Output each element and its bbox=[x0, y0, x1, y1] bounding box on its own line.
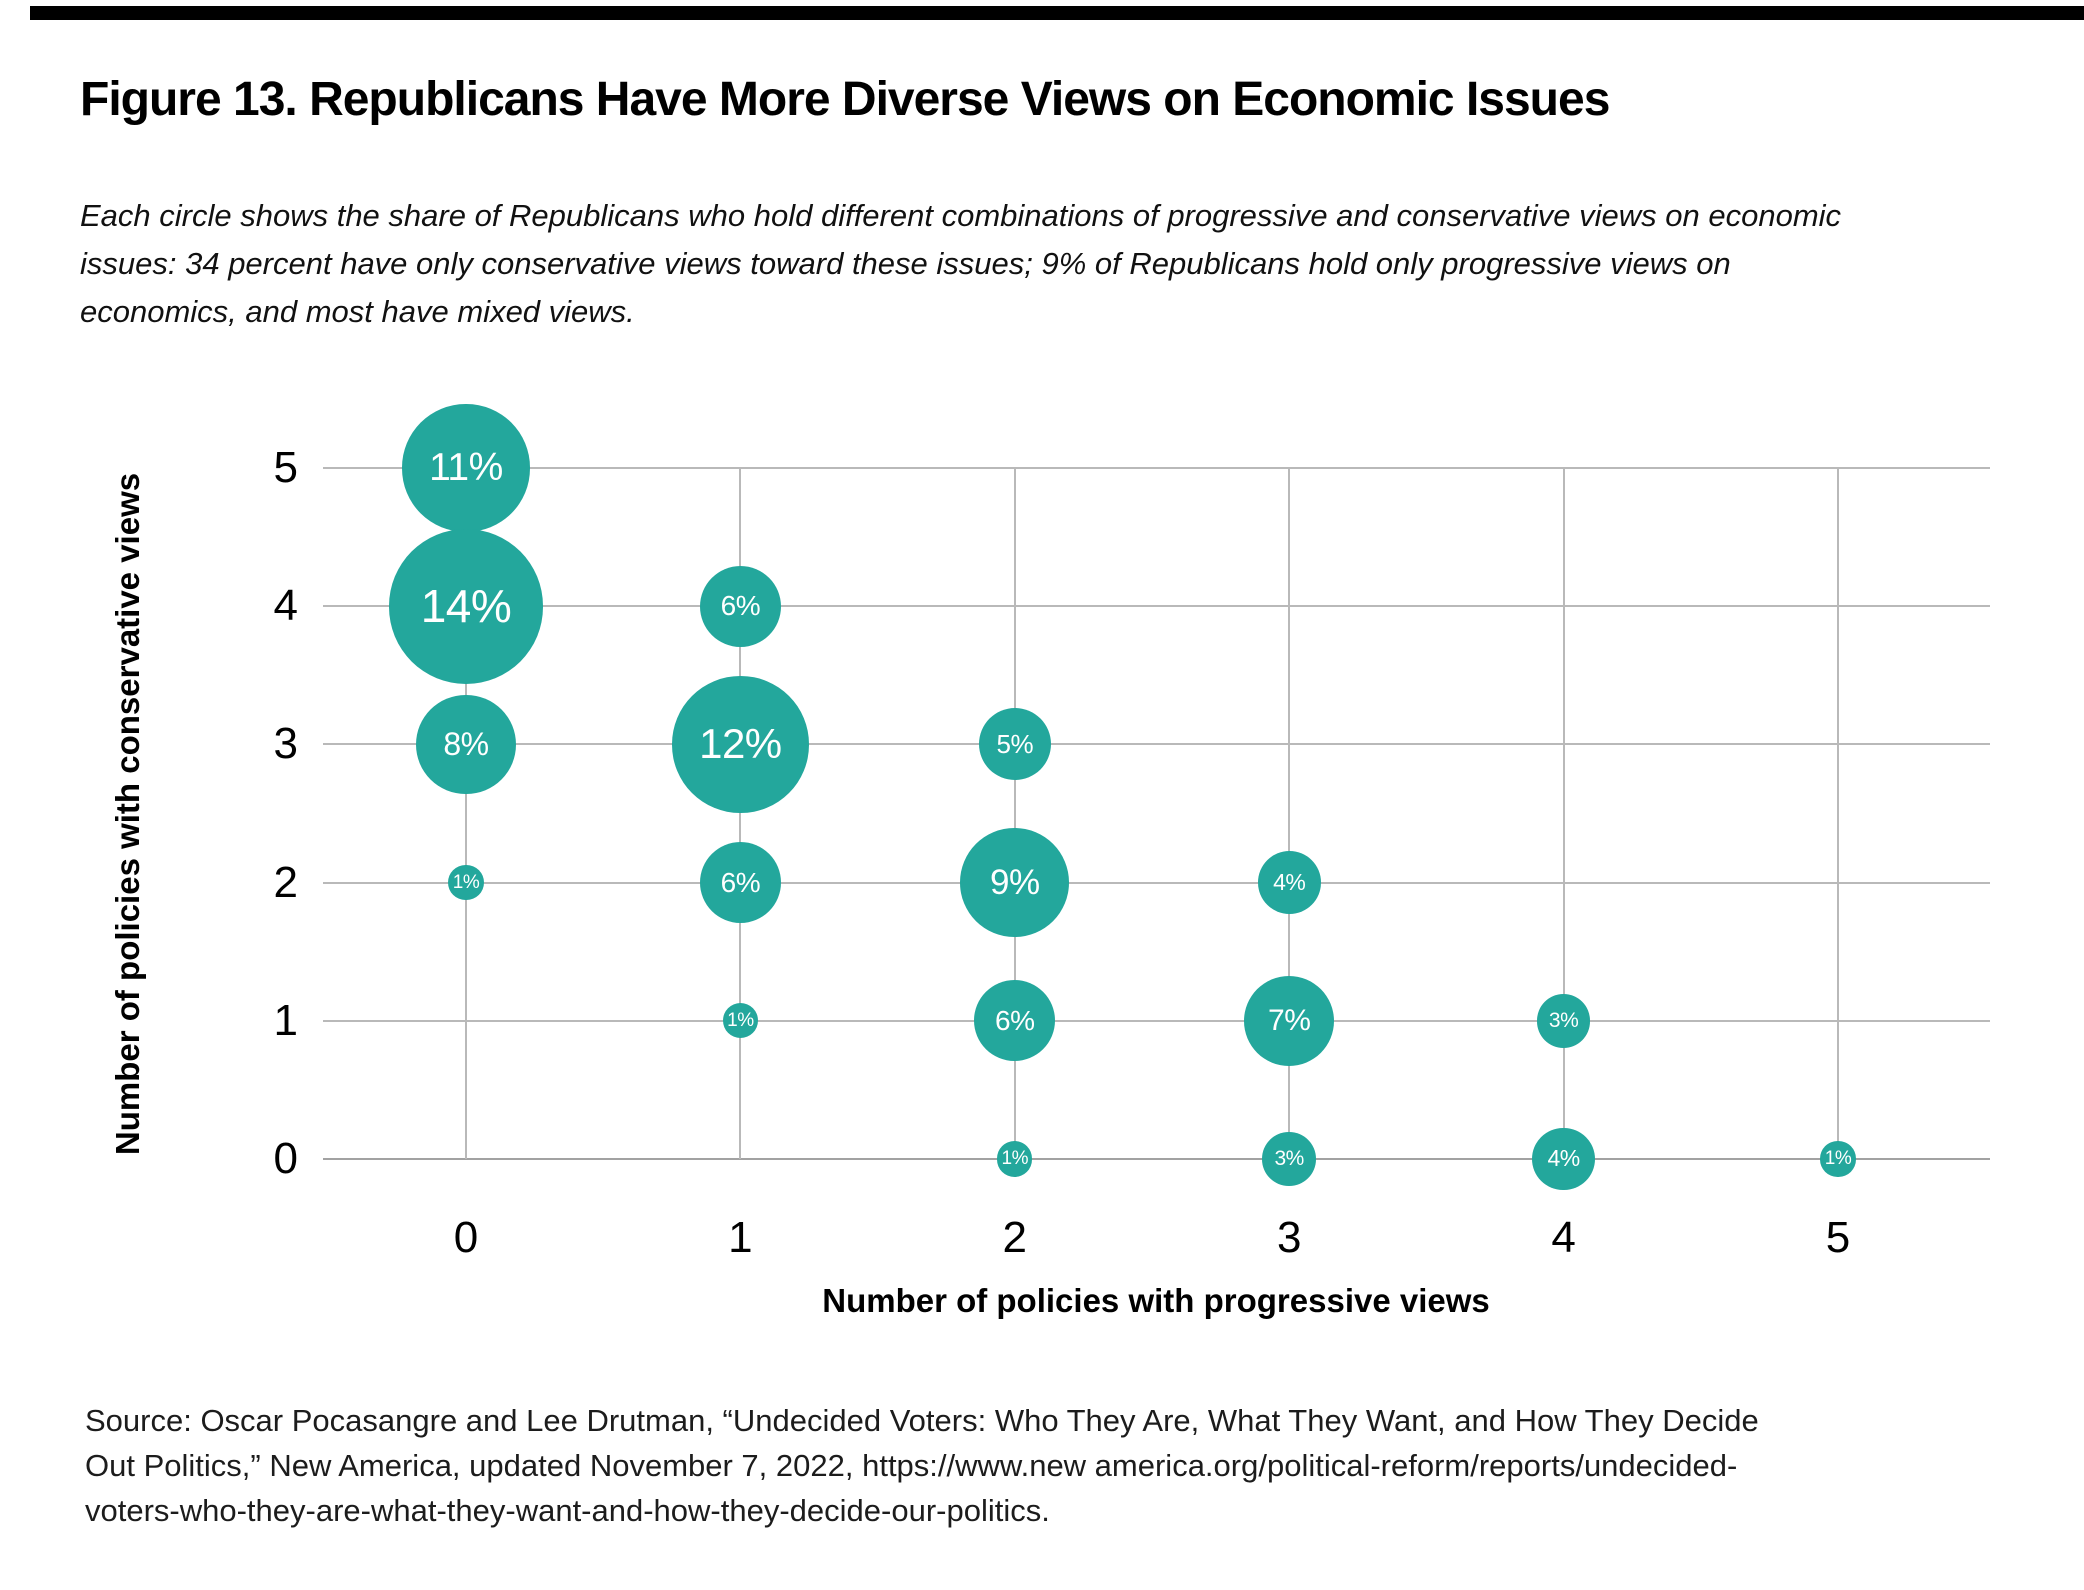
bubble: 7% bbox=[1244, 975, 1335, 1066]
bubble-label: 1% bbox=[727, 1009, 754, 1031]
bubble-label: 3% bbox=[1274, 1146, 1305, 1170]
source-line: voters-who-they-are-what-they-want-and-h… bbox=[85, 1493, 1050, 1528]
v-gridline bbox=[1013, 468, 1016, 1159]
v-gridline bbox=[1837, 468, 1839, 1159]
x-axis-title: Number of policies with progressive view… bbox=[822, 1282, 1490, 1319]
y-tick-label: 3 bbox=[273, 719, 298, 769]
bubble-label: 1% bbox=[1001, 1147, 1029, 1169]
y-tick-label: 5 bbox=[273, 443, 298, 492]
y-tick-label: 0 bbox=[273, 1134, 298, 1183]
bubble-label: 8% bbox=[443, 725, 489, 762]
h-gridline bbox=[323, 1019, 1990, 1022]
subtitle-line: issues: 34 percent have only conservativ… bbox=[80, 246, 1731, 281]
subtitle-line: Each circle shows the share of Republica… bbox=[80, 198, 1842, 233]
v-gridline bbox=[739, 468, 742, 1159]
x-tick-label: 1 bbox=[728, 1213, 753, 1262]
bubble: 5% bbox=[978, 708, 1051, 781]
bubble-label: 11% bbox=[429, 445, 503, 489]
v-gridline bbox=[1288, 468, 1291, 1159]
bubble-label: 14% bbox=[420, 580, 512, 633]
bubble: 1% bbox=[448, 865, 484, 901]
bubble: 1% bbox=[1820, 1141, 1856, 1177]
bubble-label: 3% bbox=[1548, 1008, 1579, 1032]
bubble-label: 6% bbox=[720, 590, 761, 622]
bubble-label: 12% bbox=[699, 720, 782, 768]
bubble-label: 4% bbox=[1273, 869, 1306, 896]
bubble-label: 1% bbox=[452, 871, 480, 893]
bubble: 11% bbox=[402, 404, 530, 532]
bubble: 9% bbox=[960, 828, 1070, 937]
h-gridline bbox=[323, 467, 1990, 469]
x-tick-label: 3 bbox=[1276, 1213, 1302, 1262]
v-gridline bbox=[465, 468, 467, 1159]
y-tick-label: 2 bbox=[273, 857, 298, 907]
figure-title: Figure 13. Republicans Have More Diverse… bbox=[80, 73, 1610, 126]
bubble-label: 9% bbox=[989, 862, 1040, 902]
h-gridline bbox=[323, 605, 1990, 608]
bubble: 6% bbox=[699, 565, 781, 647]
figure-subtitle: Each circle shows the share of Republica… bbox=[80, 192, 2010, 336]
bubble-label: 5% bbox=[996, 728, 1034, 759]
bubble: 3% bbox=[1262, 1132, 1316, 1186]
y-axis-title: Number of policies with conservative vie… bbox=[109, 472, 146, 1156]
x-axis-line bbox=[323, 1158, 1990, 1160]
x-tick-label: 5 bbox=[1825, 1213, 1851, 1262]
bubble: 3% bbox=[1536, 994, 1591, 1048]
bubble: 6% bbox=[699, 842, 781, 924]
h-gridline bbox=[323, 743, 1990, 746]
bubble: 1% bbox=[997, 1141, 1033, 1177]
x-tick-label: 4 bbox=[1551, 1213, 1576, 1262]
source-line: Out Politics,” New America, updated Nove… bbox=[85, 1448, 1738, 1483]
h-gridline bbox=[323, 881, 1990, 884]
top-rule-bar bbox=[30, 6, 2084, 20]
bubble-label: 4% bbox=[1547, 1145, 1580, 1172]
bubble: 6% bbox=[974, 980, 1056, 1062]
bubble: 14% bbox=[388, 528, 544, 684]
bubble-chart: 11% 14% 8% 1% 6% 12% 6% 1% 5% 9% 6% 1% 4% 7% 3% 3% 4% 1% … bbox=[109, 404, 1990, 1319]
bubble-label: 7% bbox=[1268, 1003, 1311, 1037]
bubble-label: 6% bbox=[720, 866, 761, 898]
v-gridline bbox=[1562, 468, 1565, 1159]
bubble: 4% bbox=[1532, 1127, 1595, 1191]
bubble-label: 6% bbox=[995, 1004, 1035, 1036]
x-tick-label: 2 bbox=[1002, 1213, 1028, 1262]
bubble: 1% bbox=[722, 1003, 758, 1039]
bubble: 8% bbox=[416, 694, 516, 795]
bubble: 12% bbox=[672, 676, 809, 813]
source-line: Source: Oscar Pocasangre and Lee Drutman… bbox=[85, 1403, 1759, 1438]
y-tick-label: 1 bbox=[273, 995, 298, 1045]
x-tick-label: 0 bbox=[453, 1213, 479, 1262]
y-tick-label: 4 bbox=[273, 581, 298, 631]
bubble-label: 1% bbox=[1824, 1147, 1852, 1169]
bubble: 4% bbox=[1257, 851, 1321, 914]
source-note: Source: Oscar Pocasangre and Lee Drutman… bbox=[85, 1398, 2045, 1533]
subtitle-line: economics, and most have mixed views. bbox=[80, 294, 635, 329]
